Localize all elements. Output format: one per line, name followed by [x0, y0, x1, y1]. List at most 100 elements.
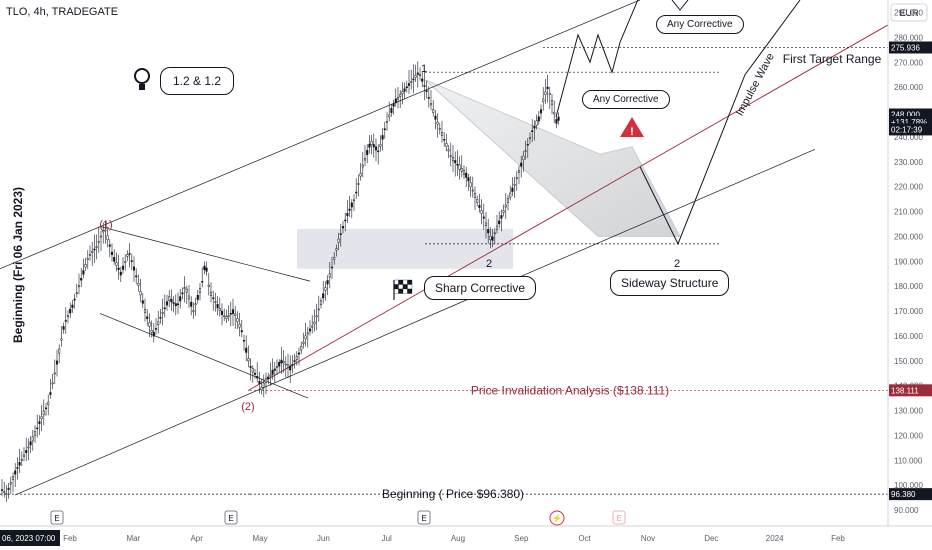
- candle-body: [249, 366, 252, 368]
- y-tick-label: 130.000: [894, 407, 923, 416]
- candle-body: [165, 301, 169, 306]
- candle-body: [3, 491, 6, 493]
- candle-body: [253, 372, 257, 375]
- x-tick-label: May: [252, 534, 267, 543]
- event-marker[interactable]: [50, 510, 64, 525]
- flag-square: [402, 288, 408, 294]
- candle-body: [467, 177, 470, 182]
- candle-body: [308, 328, 312, 332]
- projection-up-path: [555, 0, 639, 118]
- candle-body: [14, 470, 17, 475]
- candle-body: [229, 313, 232, 315]
- candle-body: [445, 142, 448, 147]
- candle-body: [339, 233, 342, 236]
- candle-body: [311, 325, 314, 328]
- candle-body: [454, 160, 457, 164]
- candle-body: [341, 226, 345, 229]
- candle-body: [102, 230, 105, 233]
- candle-body: [187, 295, 191, 300]
- candle-body: [31, 436, 34, 442]
- price-axis-tag-text: 02:17:39: [891, 125, 923, 134]
- event-marker[interactable]: [612, 510, 626, 525]
- candle-body: [531, 130, 534, 132]
- y-tick-label: 190.000: [894, 257, 923, 266]
- candle-body: [148, 322, 151, 327]
- candle-body: [489, 236, 492, 240]
- candle-body: [469, 182, 472, 188]
- candle-body: [38, 421, 41, 424]
- candle-body: [161, 312, 164, 314]
- currency-box[interactable]: [890, 3, 928, 22]
- y-tick-label: 220.000: [894, 183, 923, 192]
- candle-body: [306, 332, 309, 335]
- flag-square: [407, 279, 413, 285]
- candle-body: [135, 275, 138, 278]
- candle-body: [245, 347, 248, 353]
- candle-body: [515, 177, 518, 180]
- candle-body: [205, 267, 208, 272]
- candle-body: [502, 210, 505, 213]
- candle-body: [275, 366, 279, 368]
- candle-body: [150, 330, 153, 333]
- candle-body: [546, 86, 549, 90]
- projection-impulse-path: [639, 0, 801, 246]
- candle-body: [196, 294, 199, 300]
- candle-body: [207, 284, 210, 288]
- candle-body: [209, 291, 213, 296]
- candle-body: [302, 341, 305, 344]
- candle-body: [537, 116, 540, 122]
- price-axis-tag-text: 275.936: [891, 43, 920, 52]
- candle-body: [51, 382, 54, 385]
- split-marker[interactable]: [549, 510, 565, 526]
- y-tick-label: 100.000: [894, 481, 923, 490]
- wave-label: 2: [486, 258, 492, 270]
- candle-body: [139, 291, 142, 296]
- candle-body: [412, 78, 415, 81]
- candle-body: [93, 248, 96, 251]
- candle-body: [526, 143, 529, 146]
- candle-body: [170, 298, 173, 303]
- event-marker[interactable]: [417, 510, 431, 525]
- candle-body: [20, 459, 23, 461]
- x-tick-label: Jul: [382, 534, 392, 543]
- candle-body: [335, 248, 338, 251]
- candle-body: [25, 450, 28, 453]
- candle-body: [443, 138, 446, 141]
- candle-body: [115, 262, 118, 266]
- candle-body: [284, 363, 287, 366]
- candle-body: [77, 285, 81, 288]
- y-tick-label: 260.000: [894, 83, 923, 92]
- candle-body: [117, 267, 120, 270]
- candle-body: [216, 304, 219, 309]
- flag-square: [402, 279, 408, 285]
- candle-body: [513, 184, 516, 186]
- event-marker[interactable]: [224, 510, 238, 525]
- price-axis-tag: [889, 384, 932, 397]
- candle-body: [458, 164, 461, 170]
- candle-body: [53, 372, 56, 375]
- candle-body: [337, 238, 340, 243]
- candle-body: [223, 315, 226, 318]
- candle-body: [267, 376, 270, 379]
- candle-body: [304, 335, 307, 340]
- flag-icon: [393, 279, 413, 300]
- candle-body: [473, 193, 477, 199]
- candle-body: [522, 155, 525, 160]
- candle-body: [348, 208, 351, 211]
- candle-body: [163, 307, 166, 310]
- candle-body: [449, 155, 452, 157]
- y-tick-label: 280.000: [894, 33, 923, 42]
- candle-body: [359, 173, 362, 177]
- candle-body: [240, 330, 243, 333]
- candle-body: [300, 346, 303, 351]
- candle-body: [350, 202, 353, 208]
- any-corrective-top-callout: Any Corrective: [656, 15, 744, 34]
- candle-body: [544, 91, 547, 95]
- candle-body: [385, 121, 389, 123]
- candle-body: [330, 266, 334, 269]
- flag-square: [393, 279, 399, 285]
- candle-body: [383, 128, 386, 131]
- candle-body: [416, 72, 419, 75]
- candle-body: [121, 265, 125, 270]
